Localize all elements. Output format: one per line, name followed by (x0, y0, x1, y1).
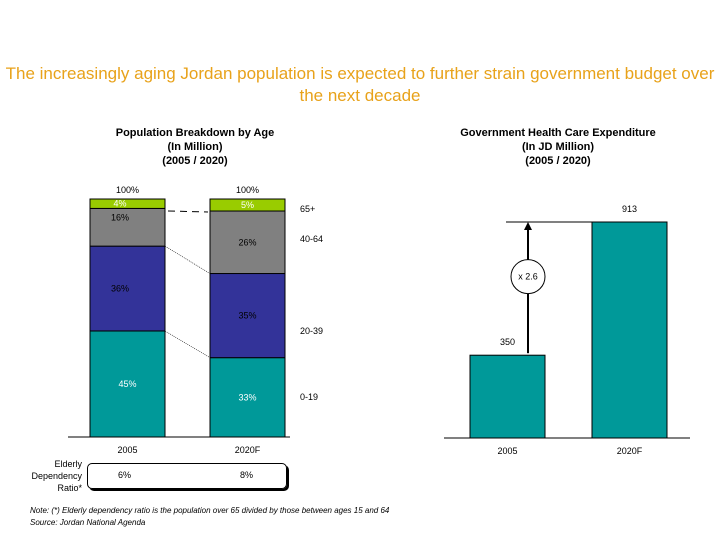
bar-segment (209, 273, 286, 359)
connector-dotted (164, 330, 211, 358)
total-label: 100% (236, 185, 259, 195)
right-chart-title: Government Health Care Expenditure (In J… (440, 126, 676, 168)
ratio-label-2: Dependency (31, 471, 82, 481)
segment-label: 35% (238, 311, 256, 321)
left-title-line: Population Breakdown by Age (115, 127, 275, 139)
bar (591, 221, 668, 439)
segment-label: 16% (111, 212, 129, 222)
footnote: Note: (*) Elderly dependency ratio is th… (30, 506, 390, 515)
right-subtitle-1: (In JD Million) (521, 141, 595, 153)
connector-dotted (164, 245, 211, 274)
legend-label: 20-39 (300, 326, 323, 336)
slide-title: The increasingly aging Jordan population… (5, 64, 715, 105)
ratio-box (87, 463, 287, 489)
bar-segment (209, 198, 286, 212)
x-tick-label: 2005 (117, 445, 137, 455)
segment-label: 45% (118, 379, 136, 389)
bar-segment (89, 245, 166, 332)
segment-label: 5% (241, 200, 254, 210)
left-chart-title: Population Breakdown by Age (In Million)… (95, 126, 295, 168)
left-subtitle-2: (2005 / 2020) (162, 155, 228, 167)
bar-segment (89, 207, 166, 247)
value-label: 913 (622, 204, 637, 214)
left-subtitle-1: (In Million) (167, 141, 223, 153)
ratio-label-1: Elderly (54, 459, 82, 469)
arrow-head-icon (524, 222, 532, 230)
bar (469, 354, 546, 439)
x-tick-label: 2020F (235, 445, 261, 455)
right-title-line: Government Health Care Expenditure (460, 127, 656, 139)
segment-label: 26% (238, 237, 256, 247)
ratio-label: Elderly Dependency Ratio* (14, 458, 82, 494)
right-subtitle-2: (2005 / 2020) (525, 155, 591, 167)
legend-label: 40-64 (300, 234, 323, 244)
growth-circle (510, 259, 546, 295)
x-tick-label: 2020F (617, 446, 643, 456)
source: Source: Jordan National Agenda (30, 518, 146, 527)
bar-segment (89, 198, 166, 209)
legend-label: 0-19 (300, 392, 318, 402)
connector-dashed (167, 210, 209, 213)
legend-label: 65+ (300, 204, 315, 214)
ratio-value-2005: 6% (118, 470, 132, 480)
value-label: 350 (500, 337, 515, 347)
segment-label: 33% (238, 392, 256, 402)
ratio-value-2020: 8% (240, 470, 254, 480)
total-label: 100% (116, 185, 139, 195)
ratio-label-3: Ratio* (57, 483, 82, 493)
segment-label: 36% (111, 284, 129, 294)
growth-label: x 2.6 (518, 272, 538, 282)
segment-label: 4% (113, 199, 126, 209)
x-tick-label: 2005 (497, 446, 517, 456)
